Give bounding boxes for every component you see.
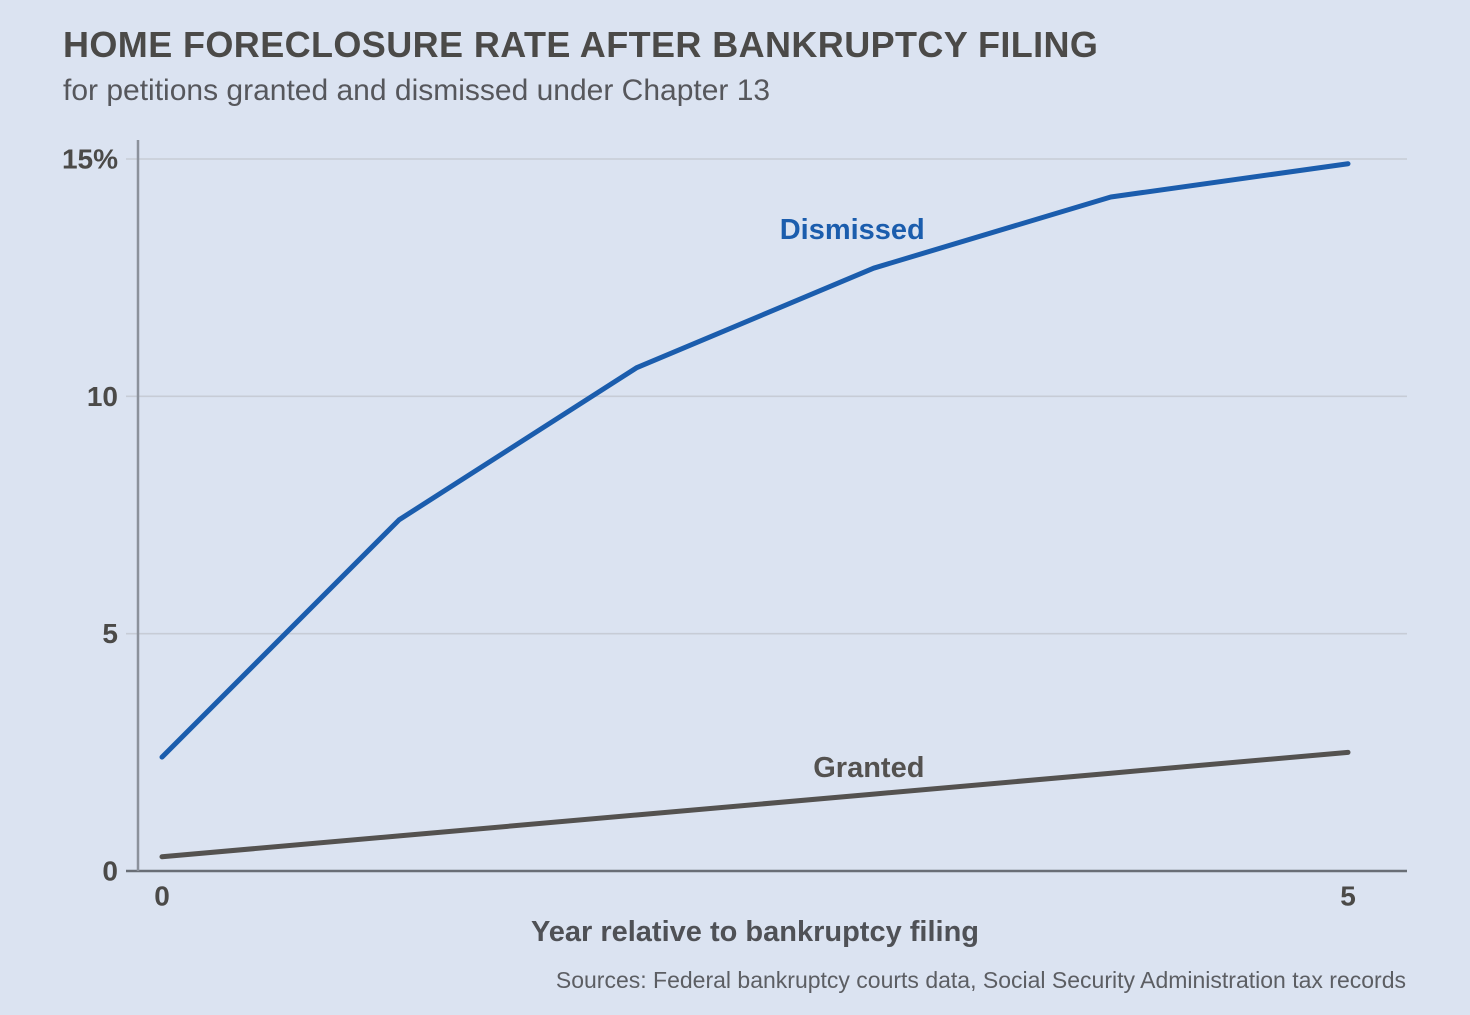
y-tick-label: 10 — [87, 381, 118, 412]
source-note: Sources: Federal bankruptcy courts data,… — [555, 967, 1406, 993]
series-label-dismissed: Dismissed — [780, 214, 925, 246]
chart-subtitle: for petitions granted and dismissed unde… — [63, 74, 771, 107]
series-line-dismissed — [159, 161, 1351, 760]
x-tick-label: 5 — [1340, 881, 1356, 912]
y-tick-label: 0 — [102, 856, 118, 887]
series-label-granted: Granted — [813, 752, 924, 784]
x-tick-label: 0 — [154, 881, 170, 912]
y-tick-label: 15% — [62, 144, 118, 175]
chart-title: HOME FORECLOSURE RATE AFTER BANKRUPTCY F… — [63, 24, 1099, 65]
x-axis-title: Year relative to bankruptcy filing — [530, 916, 980, 948]
series-line-granted — [159, 749, 1351, 860]
y-tick-label: 5 — [102, 618, 118, 649]
